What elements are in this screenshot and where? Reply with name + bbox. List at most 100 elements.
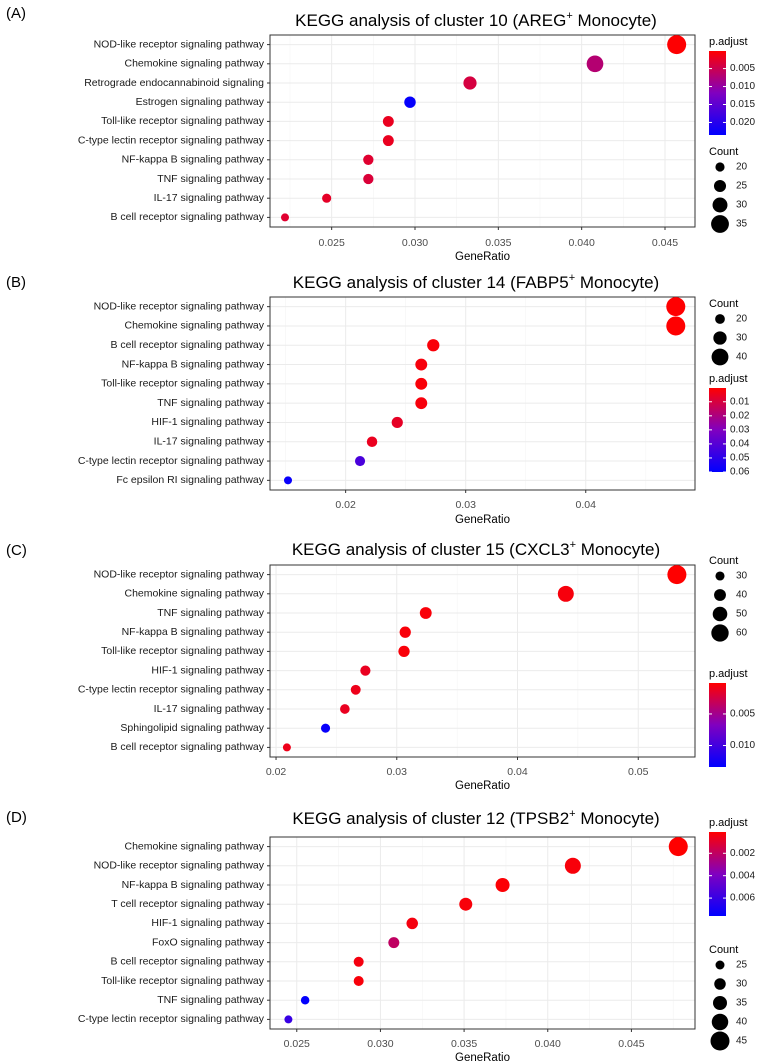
y-tick-label: TNF signaling pathway [157, 994, 265, 1006]
chart-title-suffix: Monocyte) [573, 11, 657, 30]
y-tick-label: Sphingolipid signaling pathway [120, 722, 264, 734]
y-tick-label: NF-kappa B signaling pathway [122, 879, 265, 891]
data-point [669, 837, 688, 856]
data-point [415, 397, 427, 409]
chart-title: KEGG analysis of cluster 12 (TPSB2+ Mono… [292, 808, 659, 829]
size-legend-title: Count [709, 146, 738, 158]
x-axis-title: GeneRatio [455, 780, 510, 792]
data-point [351, 685, 361, 695]
x-tick-label: 0.03 [455, 499, 476, 511]
data-point [360, 666, 370, 676]
size-legend-title: Count [709, 298, 738, 310]
chart-panel: (B) KEGG analysis of cluster 14 (FABP5+ M… [6, 272, 750, 526]
y-tick-label: Chemokine signaling pathway [125, 58, 265, 70]
data-point [281, 213, 289, 221]
y-tick-label: NOD-like receptor signaling pathway [94, 38, 265, 50]
data-point [322, 194, 331, 203]
data-point [666, 297, 685, 316]
y-tick-label: NF-kappa B signaling pathway [122, 626, 265, 638]
color-legend-label: 0.005 [730, 63, 755, 74]
y-tick-label: IL-17 signaling pathway [154, 192, 265, 204]
chart-panel: (D) KEGG analysis of cluster 12 (TPSB2+ M… [6, 808, 755, 1061]
color-legend-title: p.adjust [709, 668, 748, 680]
x-tick-label: 0.040 [569, 237, 595, 249]
color-legend-label: 0.02 [730, 410, 750, 421]
panel-letter: (A) [6, 5, 26, 22]
y-tick-label: NF-kappa B signaling pathway [122, 358, 265, 370]
panel-letter: (C) [6, 542, 27, 559]
y-tick-label: Toll-like receptor signaling pathway [101, 115, 265, 127]
data-point [496, 878, 510, 892]
chart-title: KEGG analysis of cluster 14 (FABP5+ Mono… [293, 272, 659, 293]
data-point [404, 96, 415, 107]
size-legend-title: Count [709, 944, 738, 956]
data-point [463, 76, 476, 89]
data-point [398, 646, 409, 657]
y-tick-label: T cell receptor signaling pathway [111, 898, 264, 910]
data-point [427, 339, 439, 351]
size-legend-key [712, 349, 729, 366]
x-tick-label: 0.040 [535, 1038, 561, 1050]
size-legend-label: 25 [736, 181, 748, 192]
color-legend-label: 0.010 [730, 740, 755, 751]
y-tick-label: B cell receptor signaling pathway [110, 741, 264, 753]
y-tick-label: C-type lectin receptor signaling pathway [78, 455, 265, 467]
data-point [321, 724, 330, 733]
x-tick-label: 0.03 [387, 766, 408, 778]
x-tick-label: 0.04 [576, 499, 597, 511]
x-tick-label: 0.025 [319, 237, 345, 249]
chart-title-suffix: Monocyte) [576, 540, 660, 559]
size-legend-key [715, 571, 724, 580]
panel-letter: (D) [6, 809, 27, 826]
data-point [383, 116, 394, 127]
color-legend-label: 0.004 [730, 870, 755, 881]
size-legend-key [712, 1014, 729, 1031]
y-tick-label: Toll-like receptor signaling pathway [101, 645, 265, 657]
size-legend-label: 40 [736, 590, 748, 601]
data-point [420, 607, 432, 619]
size-legend-title: Count [709, 555, 738, 567]
size-legend-key [711, 624, 728, 641]
data-point [392, 417, 403, 428]
size-legend-key [714, 180, 726, 192]
y-tick-label: NOD-like receptor signaling pathway [94, 300, 265, 312]
x-axis-title: GeneRatio [455, 514, 510, 526]
size-legend-label: 30 [736, 571, 748, 582]
data-point [565, 858, 581, 874]
data-point [367, 437, 377, 447]
color-legend-label: 0.010 [730, 81, 755, 92]
data-point [666, 316, 685, 335]
chart-title-main: KEGG analysis of cluster 12 (TPSB2 [292, 809, 569, 828]
chart-panel: (C) KEGG analysis of cluster 15 (CXCL3+ M… [6, 539, 755, 792]
x-tick-label: 0.025 [284, 1038, 310, 1050]
y-tick-label: FoxO signaling pathway [152, 936, 265, 948]
color-legend-label: 0.015 [730, 99, 755, 110]
size-legend-label: 20 [736, 162, 748, 173]
chart-title-suffix: Monocyte) [575, 273, 659, 292]
size-legend-label: 35 [736, 219, 748, 230]
y-tick-label: Chemokine signaling pathway [125, 840, 265, 852]
data-point [388, 937, 399, 948]
color-legend-label: 0.06 [730, 467, 750, 478]
y-tick-label: Chemokine signaling pathway [125, 588, 265, 600]
x-tick-label: 0.035 [485, 237, 511, 249]
x-tick-label: 0.04 [507, 766, 528, 778]
y-tick-label: NF-kappa B signaling pathway [122, 154, 265, 166]
y-tick-label: Toll-like receptor signaling pathway [101, 975, 265, 987]
y-tick-label: TNF signaling pathway [157, 607, 265, 619]
data-point [406, 918, 418, 930]
color-legend-label: 0.002 [730, 848, 755, 859]
size-legend-label: 50 [736, 609, 748, 620]
data-point [415, 378, 427, 390]
size-legend-label: 40 [736, 1017, 748, 1028]
data-point [667, 565, 686, 584]
y-tick-label: Toll-like receptor signaling pathway [101, 378, 265, 390]
color-legend-bar [709, 683, 726, 767]
x-tick-label: 0.035 [451, 1038, 477, 1050]
y-tick-label: HIF-1 signaling pathway [151, 416, 264, 428]
y-tick-label: HIF-1 signaling pathway [151, 664, 264, 676]
color-legend-title: p.adjust [709, 373, 748, 385]
size-legend-key [714, 978, 726, 990]
y-tick-label: NOD-like receptor signaling pathway [94, 860, 265, 872]
y-tick-label: B cell receptor signaling pathway [110, 956, 264, 968]
